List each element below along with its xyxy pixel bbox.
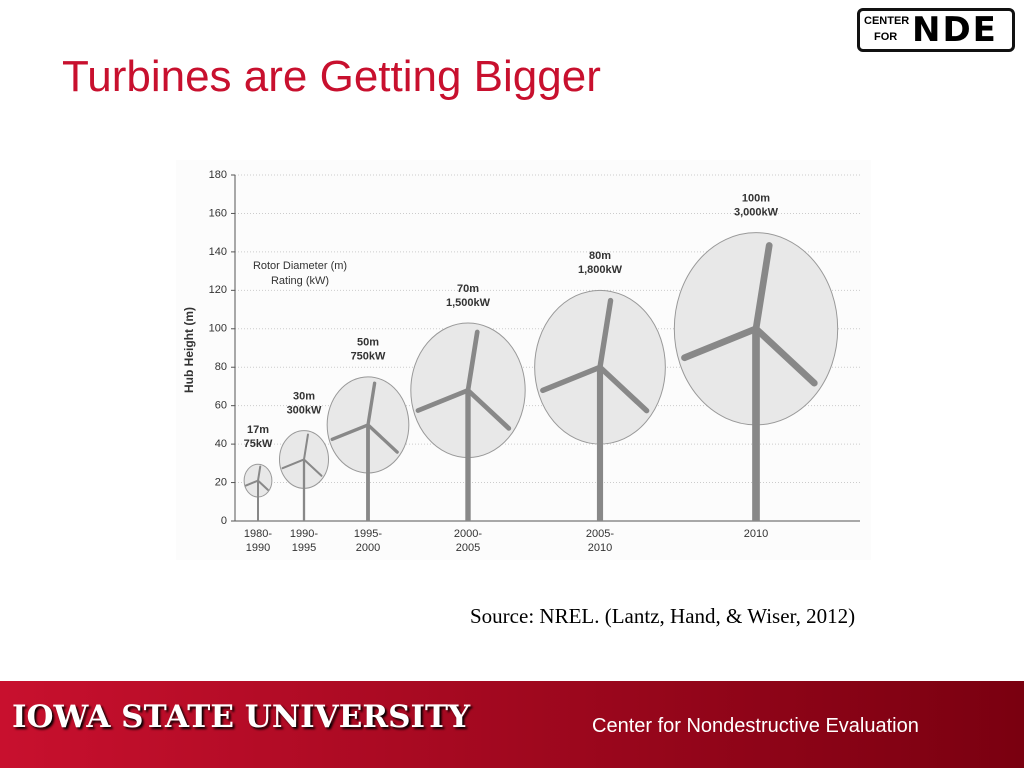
x-tick-label: 2000-2005 xyxy=(453,528,483,554)
blade xyxy=(302,458,323,477)
logo-text: CENTER xyxy=(864,15,910,27)
y-tick-label: 40 xyxy=(215,438,227,450)
blade xyxy=(681,325,760,362)
y-tick-label: 0 xyxy=(221,515,227,527)
center-name: Center for Nondestructive Evaluation xyxy=(592,715,919,737)
blade xyxy=(257,479,269,491)
blade xyxy=(366,381,377,427)
rotor-label: 30m xyxy=(293,391,315,403)
blade xyxy=(465,387,512,431)
blade xyxy=(752,242,773,333)
rotor-label: 70m xyxy=(457,283,479,295)
source: Source: NREL. (Lantz, Hand, & Wiser, 201… xyxy=(470,604,856,628)
blade xyxy=(465,329,480,393)
y-tick-label: 160 xyxy=(209,207,227,219)
rating-label: 1,500kW xyxy=(446,297,491,309)
rotor-label: 100m xyxy=(742,193,770,205)
rating-label: 75kW xyxy=(244,438,273,450)
y-tick-label: 180 xyxy=(209,169,227,181)
slide-title: Turbines are Getting Bigger xyxy=(62,52,601,101)
blade xyxy=(244,479,259,487)
blade xyxy=(597,297,614,370)
x-tick-label: 2010 xyxy=(743,528,769,540)
rotor-label: 17m xyxy=(247,424,269,436)
blade xyxy=(281,458,306,470)
blade xyxy=(366,423,399,454)
y-axis-label: Hub Height (m) xyxy=(182,307,196,393)
rating-label: 750kW xyxy=(351,351,386,363)
blade xyxy=(540,364,603,394)
x-tick-label: 1995-2000 xyxy=(353,528,383,554)
blade xyxy=(597,364,650,414)
y-tick-label: 100 xyxy=(209,323,227,335)
blade xyxy=(415,387,471,413)
rotor-label: 50m xyxy=(357,337,379,349)
footer: IOWA STATE UNIVERSITY Center for Nondest… xyxy=(0,681,1024,768)
blade xyxy=(330,423,370,442)
y-tick-label: 120 xyxy=(209,284,227,296)
x-tick-label: 1990-1995 xyxy=(289,528,319,554)
y-tick-label: 20 xyxy=(215,476,227,488)
logo-mark: NDE xyxy=(912,10,998,50)
logo-text: FOR xyxy=(874,31,898,43)
x-tick-label: 1980-1990 xyxy=(243,528,273,554)
university-name: IOWA STATE UNIVERSITY xyxy=(12,699,471,735)
y-tick-label: 80 xyxy=(215,361,227,373)
legend-text: Rotor Diameter (m) xyxy=(253,260,347,272)
rating-label: 300kW xyxy=(287,405,322,417)
x-tick-label: 2005-2010 xyxy=(585,528,615,554)
legend-text: Rating (kW) xyxy=(271,275,329,287)
rotor-label: 80m xyxy=(589,250,611,262)
y-tick-label: 60 xyxy=(215,400,227,412)
blade xyxy=(302,433,309,461)
rating-label: 3,000kW xyxy=(734,207,779,219)
y-tick-label: 140 xyxy=(209,246,227,258)
rating-label: 1,800kW xyxy=(578,264,623,276)
blade xyxy=(257,465,262,482)
blade xyxy=(752,325,818,387)
logo: CENTER FOR NDE xyxy=(857,8,1015,52)
